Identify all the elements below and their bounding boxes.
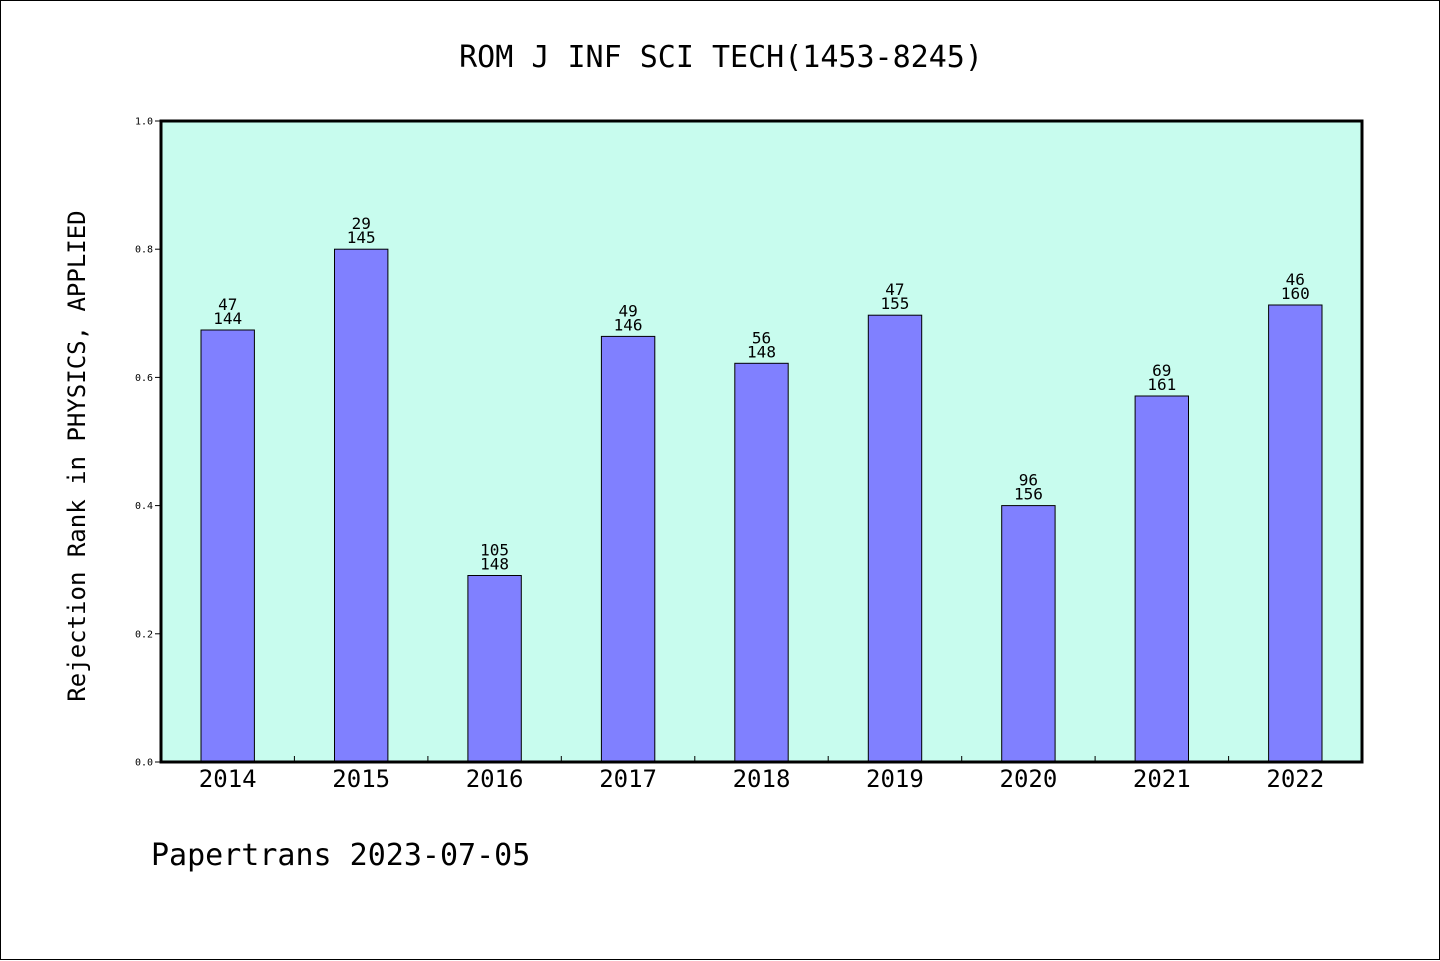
plot-area: 4714429145105148491465614847155961566916…: [135, 117, 1364, 793]
x-axis: 2014 2015 2016 2017 2018 2019 2020 2021 2022: [199, 756, 1324, 793]
data-label-bottom-2017: 146: [614, 315, 643, 334]
x-tick-label-2017: 2017: [599, 765, 657, 793]
data-label-bottom-2019: 155: [880, 294, 909, 313]
y-axis-label: Rejection Rank in PHYSICS, APPLIED: [63, 210, 91, 701]
data-label-top-2015: 29: [352, 214, 371, 233]
data-label-bottom-2016: 148: [480, 555, 509, 574]
data-label-bottom-2022: 160: [1281, 284, 1310, 303]
bar-2017: [600, 335, 656, 763]
footer-credit: Papertrans 2023-07-05: [151, 838, 530, 873]
x-tick-label-2016: 2016: [466, 765, 524, 793]
data-labels-layer: 4714429145105148491465614847155961566916…: [213, 214, 1310, 573]
bar-2014: [200, 329, 255, 763]
bar-2016: [467, 575, 522, 763]
x-tick-label-2021: 2021: [1133, 765, 1191, 793]
bar-2015: [334, 248, 389, 763]
data-label-bottom-2020: 156: [1014, 485, 1043, 504]
data-label-top-2020: 96: [1019, 471, 1038, 490]
data-label-top-2014: 47: [218, 295, 237, 314]
data-label-bottom-2015: 145: [347, 228, 376, 247]
y-tick-label: 0.6: [135, 373, 153, 384]
bar-2018: [734, 362, 789, 763]
plot-border: [159, 119, 1364, 764]
data-label-top-2021: 69: [1152, 361, 1171, 380]
data-label-bottom-2014: 144: [213, 309, 242, 328]
y-tick-label: 0.4: [135, 501, 153, 512]
bar-2021: [1134, 395, 1189, 763]
y-tick-label: 0.0: [135, 758, 153, 769]
data-label-bottom-2018: 148: [747, 342, 776, 361]
bar-2019: [867, 314, 923, 763]
x-tick-label-2018: 2018: [733, 765, 791, 793]
y-tick-label: 1.0: [135, 117, 153, 128]
y-tick-label: 0.2: [135, 629, 153, 640]
data-label-top-2016: 105: [480, 541, 509, 560]
data-label-top-2022: 46: [1286, 270, 1305, 289]
data-label-top-2017: 49: [618, 301, 637, 320]
x-tick-label-2015: 2015: [332, 765, 390, 793]
bar-2022: [1268, 304, 1323, 763]
x-tick-label-2014: 2014: [199, 765, 257, 793]
bars-layer: [200, 248, 1323, 763]
chart-title: ROM J INF SCI TECH(1453-8245): [459, 40, 983, 75]
y-tick-label: 0.8: [135, 245, 153, 256]
x-tick-label-2022: 2022: [1266, 765, 1324, 793]
bar-2020: [1001, 505, 1056, 763]
data-label-top-2018: 56: [752, 328, 771, 347]
x-tick-label-2019: 2019: [866, 765, 924, 793]
data-label-bottom-2021: 161: [1147, 375, 1176, 394]
data-label-top-2019: 47: [885, 280, 904, 299]
y-axis: 0.0 0.2 0.4 0.6 0.8 1.0: [135, 117, 161, 769]
x-tick-label-2020: 2020: [1000, 765, 1058, 793]
